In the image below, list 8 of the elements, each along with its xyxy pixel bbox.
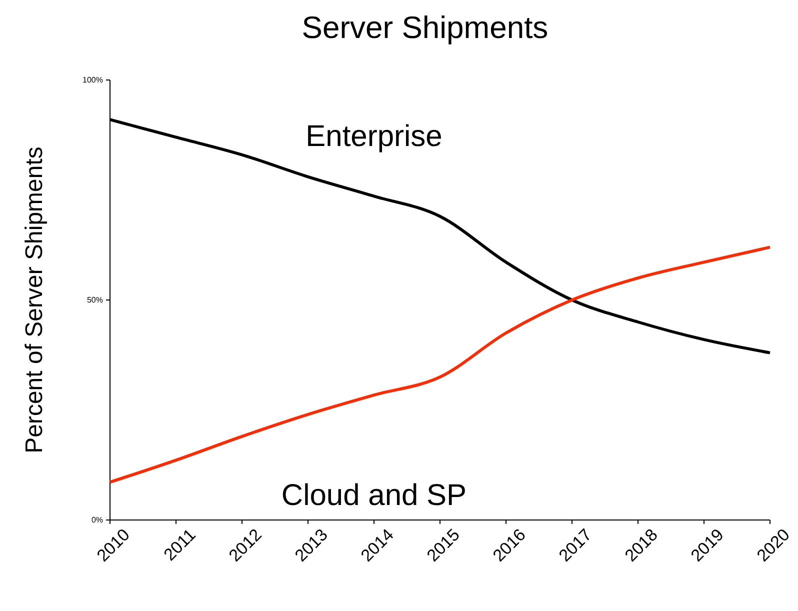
y-axis-title: Percent of Server Shipments — [21, 146, 48, 454]
series-label: Cloud and SP — [281, 479, 467, 512]
series-label: Enterprise — [306, 120, 442, 154]
line-series — [108, 246, 772, 484]
chart-title: Server Shipments — [302, 10, 548, 45]
y-tick-label: 0% — [91, 516, 103, 525]
y-tick-label: 50% — [86, 296, 103, 305]
y-tick-label: 100% — [82, 76, 103, 85]
